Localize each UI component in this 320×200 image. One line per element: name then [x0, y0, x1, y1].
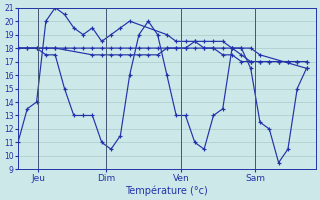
- X-axis label: Température (°c): Température (°c): [125, 185, 208, 196]
